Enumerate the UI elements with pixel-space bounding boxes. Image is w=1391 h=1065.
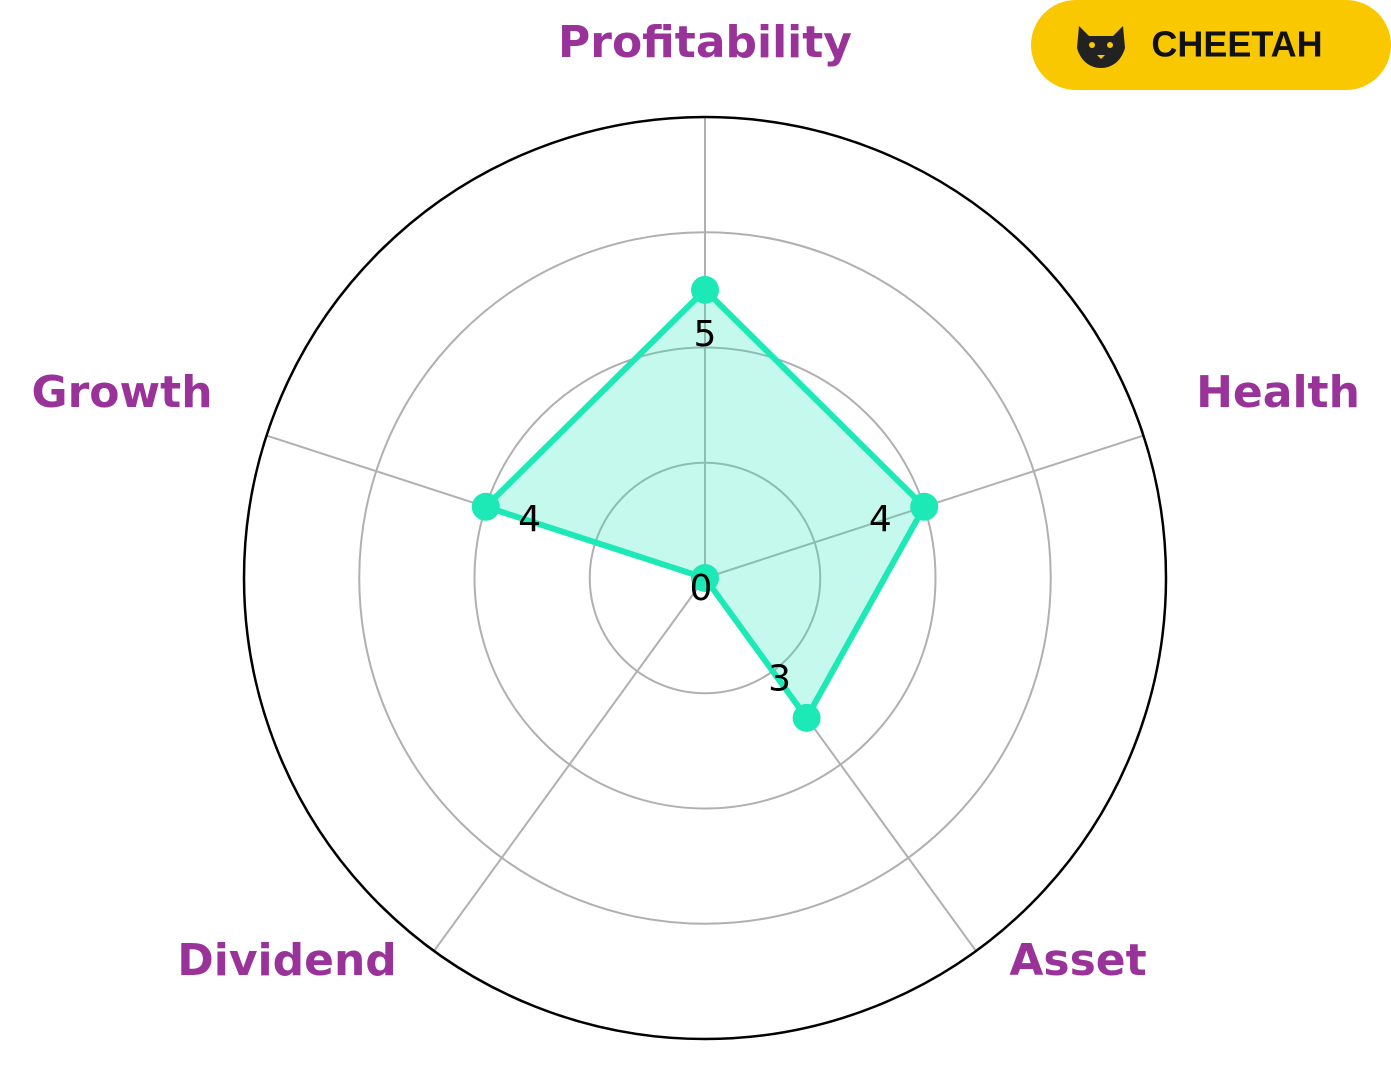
value-label: 3: [768, 659, 791, 700]
line: [482, 286, 928, 721]
outer-frame: [242, 115, 1168, 1041]
badge-icon: [1077, 26, 1125, 68]
point: [471, 492, 500, 521]
point: [691, 564, 719, 592]
category-label: Dividend: [177, 935, 397, 986]
spoke: [433, 577, 706, 952]
point: [792, 703, 821, 732]
value-label: 4: [869, 499, 892, 540]
point: [691, 275, 719, 304]
badge-label: CHEETAH: [1151, 24, 1322, 65]
area: [485, 289, 925, 718]
category-label: Profitability: [558, 17, 852, 68]
value-label: 4: [518, 499, 541, 540]
badge-background: [1031, 0, 1391, 90]
category-label: Growth: [31, 367, 212, 418]
value-label: 0: [690, 568, 713, 609]
badge: CHEETAH: [1031, 0, 1391, 90]
point: [910, 492, 939, 521]
category-label: Health: [1196, 367, 1360, 418]
category-label: Asset: [1009, 935, 1146, 986]
value-label: 5: [694, 314, 717, 355]
